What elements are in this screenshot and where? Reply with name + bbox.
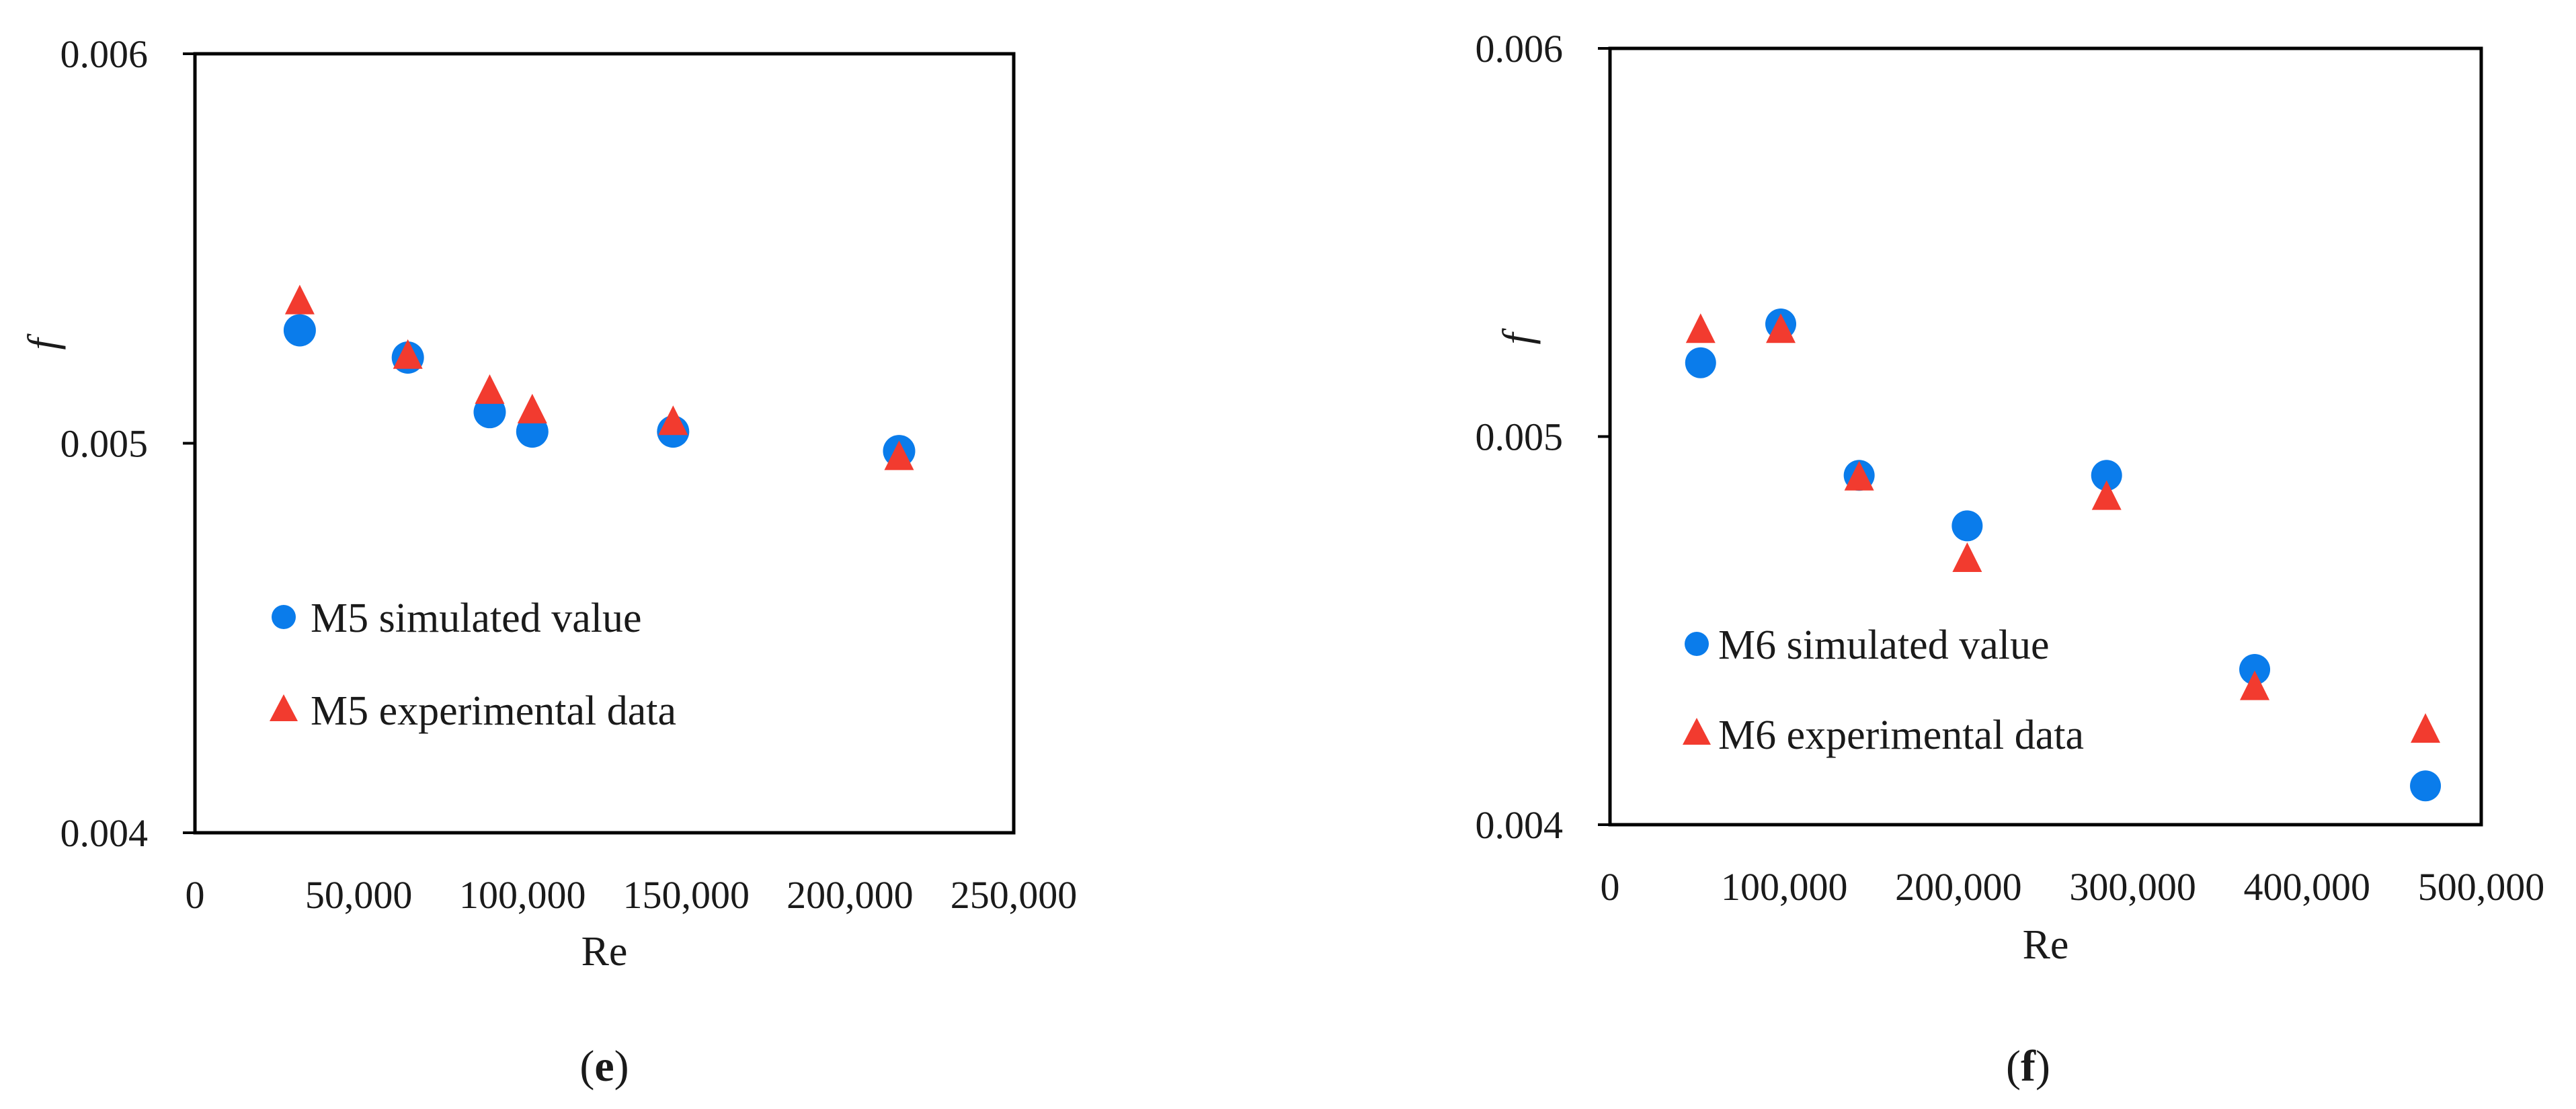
- panel-e-legend-simulated-marker: [272, 605, 296, 629]
- panel-e-x-axis-title: Re: [581, 929, 628, 975]
- panel-f-x-axis-title: Re: [2023, 922, 2069, 968]
- panel-f-experimental-point: [1766, 313, 1796, 343]
- panel-f-legend-simulated-label: M6 simulated value: [1718, 622, 2049, 668]
- panel-f-caption-letter: f: [2021, 1042, 2036, 1091]
- panel-e-x-tick-label: 100,000: [459, 873, 586, 917]
- panel-f-experimental-point: [1685, 313, 1716, 343]
- panel-f-x-tick-label: 100,000: [1721, 865, 1848, 909]
- panel-f-experimental-point: [2411, 713, 2441, 743]
- panel-f-marks: [1685, 309, 2442, 802]
- panel-e-y-axis-title: f: [20, 333, 66, 350]
- panel-f-simulated-point: [2091, 460, 2122, 491]
- panel-e-experimental-point: [658, 405, 688, 436]
- panel-e-marks: [283, 284, 916, 470]
- panel-f-plot-frame: [1608, 46, 2483, 827]
- panel-e-experimental-point: [517, 393, 547, 423]
- panel-e-y-tick-label: 0.004: [61, 811, 149, 855]
- panel-f-experimental-point: [2091, 480, 2122, 510]
- panel-f-simulated-point: [1685, 347, 1716, 378]
- panel-e-x-tick-label: 0: [186, 873, 205, 917]
- panel-e-simulated-point: [473, 396, 506, 429]
- panel-e-y-tick-label: 0.005: [61, 422, 149, 466]
- panel-e-caption: (e): [579, 1042, 629, 1091]
- panel-e-experimental-point: [475, 374, 505, 404]
- panel-e: 0.004 0.005 0.006 0 50,000 100,000 150,000 200…: [20, 32, 1077, 1091]
- panel-f-x-tick-label: 200,000: [1895, 865, 2022, 909]
- panel-e-legend-experimental-marker: [270, 694, 298, 721]
- panel-e-legend: M5 simulated value M5 experimental data: [270, 595, 676, 734]
- panel-f-legend-experimental-marker: [1683, 718, 1711, 745]
- panel-f-x-tick-label: 400,000: [2244, 865, 2371, 909]
- panel-e-experimental-point: [884, 440, 914, 470]
- panel-f-y-axis-title: f: [1495, 328, 1541, 345]
- panel-e-legend-experimental-label: M5 experimental data: [311, 688, 676, 734]
- panel-e-y-tick-label: 0.006: [61, 32, 149, 76]
- panel-f-y-tick-label: 0.004: [1476, 803, 1564, 847]
- panel-e-experimental-point: [284, 284, 315, 315]
- panel-e-x-tick-label: 200,000: [787, 873, 914, 917]
- panel-f-x-tick-label: 500,000: [2418, 865, 2545, 909]
- panel-e-y-ticks: 0.004 0.005 0.006: [61, 32, 195, 855]
- panel-f: 0.004 0.005 0.006 0 100,000 200,000 300,000 40…: [1476, 27, 2545, 1091]
- panel-e-simulated-point: [516, 415, 549, 448]
- panel-e-x-tick-label: 50,000: [305, 873, 413, 917]
- panel-e-x-tick-label: 150,000: [623, 873, 750, 917]
- panel-f-legend-simulated-marker: [1685, 632, 1709, 656]
- panel-f-y-tick-label: 0.006: [1476, 27, 1564, 71]
- panel-f-simulated-point: [2410, 770, 2442, 802]
- panel-f-experimental-point: [1844, 460, 1874, 491]
- panel-e-experimental-point: [393, 339, 423, 369]
- panel-f-x-ticks: 0 100,000 200,000 300,000 400,000 500,000: [1601, 865, 2545, 909]
- panel-e-caption-letter: e: [594, 1042, 614, 1091]
- panel-f-simulated-point: [2239, 654, 2271, 685]
- panel-f-experimental-point: [2240, 670, 2270, 700]
- panel-e-x-tick-label: 250,000: [951, 873, 1078, 917]
- panel-f-caption: (f): [2006, 1042, 2050, 1091]
- panel-e-legend-simulated-label: M5 simulated value: [311, 595, 641, 641]
- panel-f-x-tick-label: 300,000: [2069, 865, 2196, 909]
- panel-f-x-tick-label: 0: [1601, 865, 1620, 909]
- panel-e-x-ticks: 0 50,000 100,000 150,000 200,000 250,000: [186, 873, 1078, 917]
- panel-f-y-tick-label: 0.005: [1476, 415, 1564, 459]
- panel-f-y-ticks: 0.004 0.005 0.006: [1476, 27, 1610, 847]
- panel-f-legend: M6 simulated value M6 experimental data: [1683, 622, 2084, 758]
- panel-f-experimental-point: [1952, 542, 1982, 573]
- panel-f-legend-experimental-label: M6 experimental data: [1718, 712, 2084, 758]
- panel-e-simulated-point: [283, 314, 316, 347]
- panel-f-simulated-point: [1951, 510, 1983, 542]
